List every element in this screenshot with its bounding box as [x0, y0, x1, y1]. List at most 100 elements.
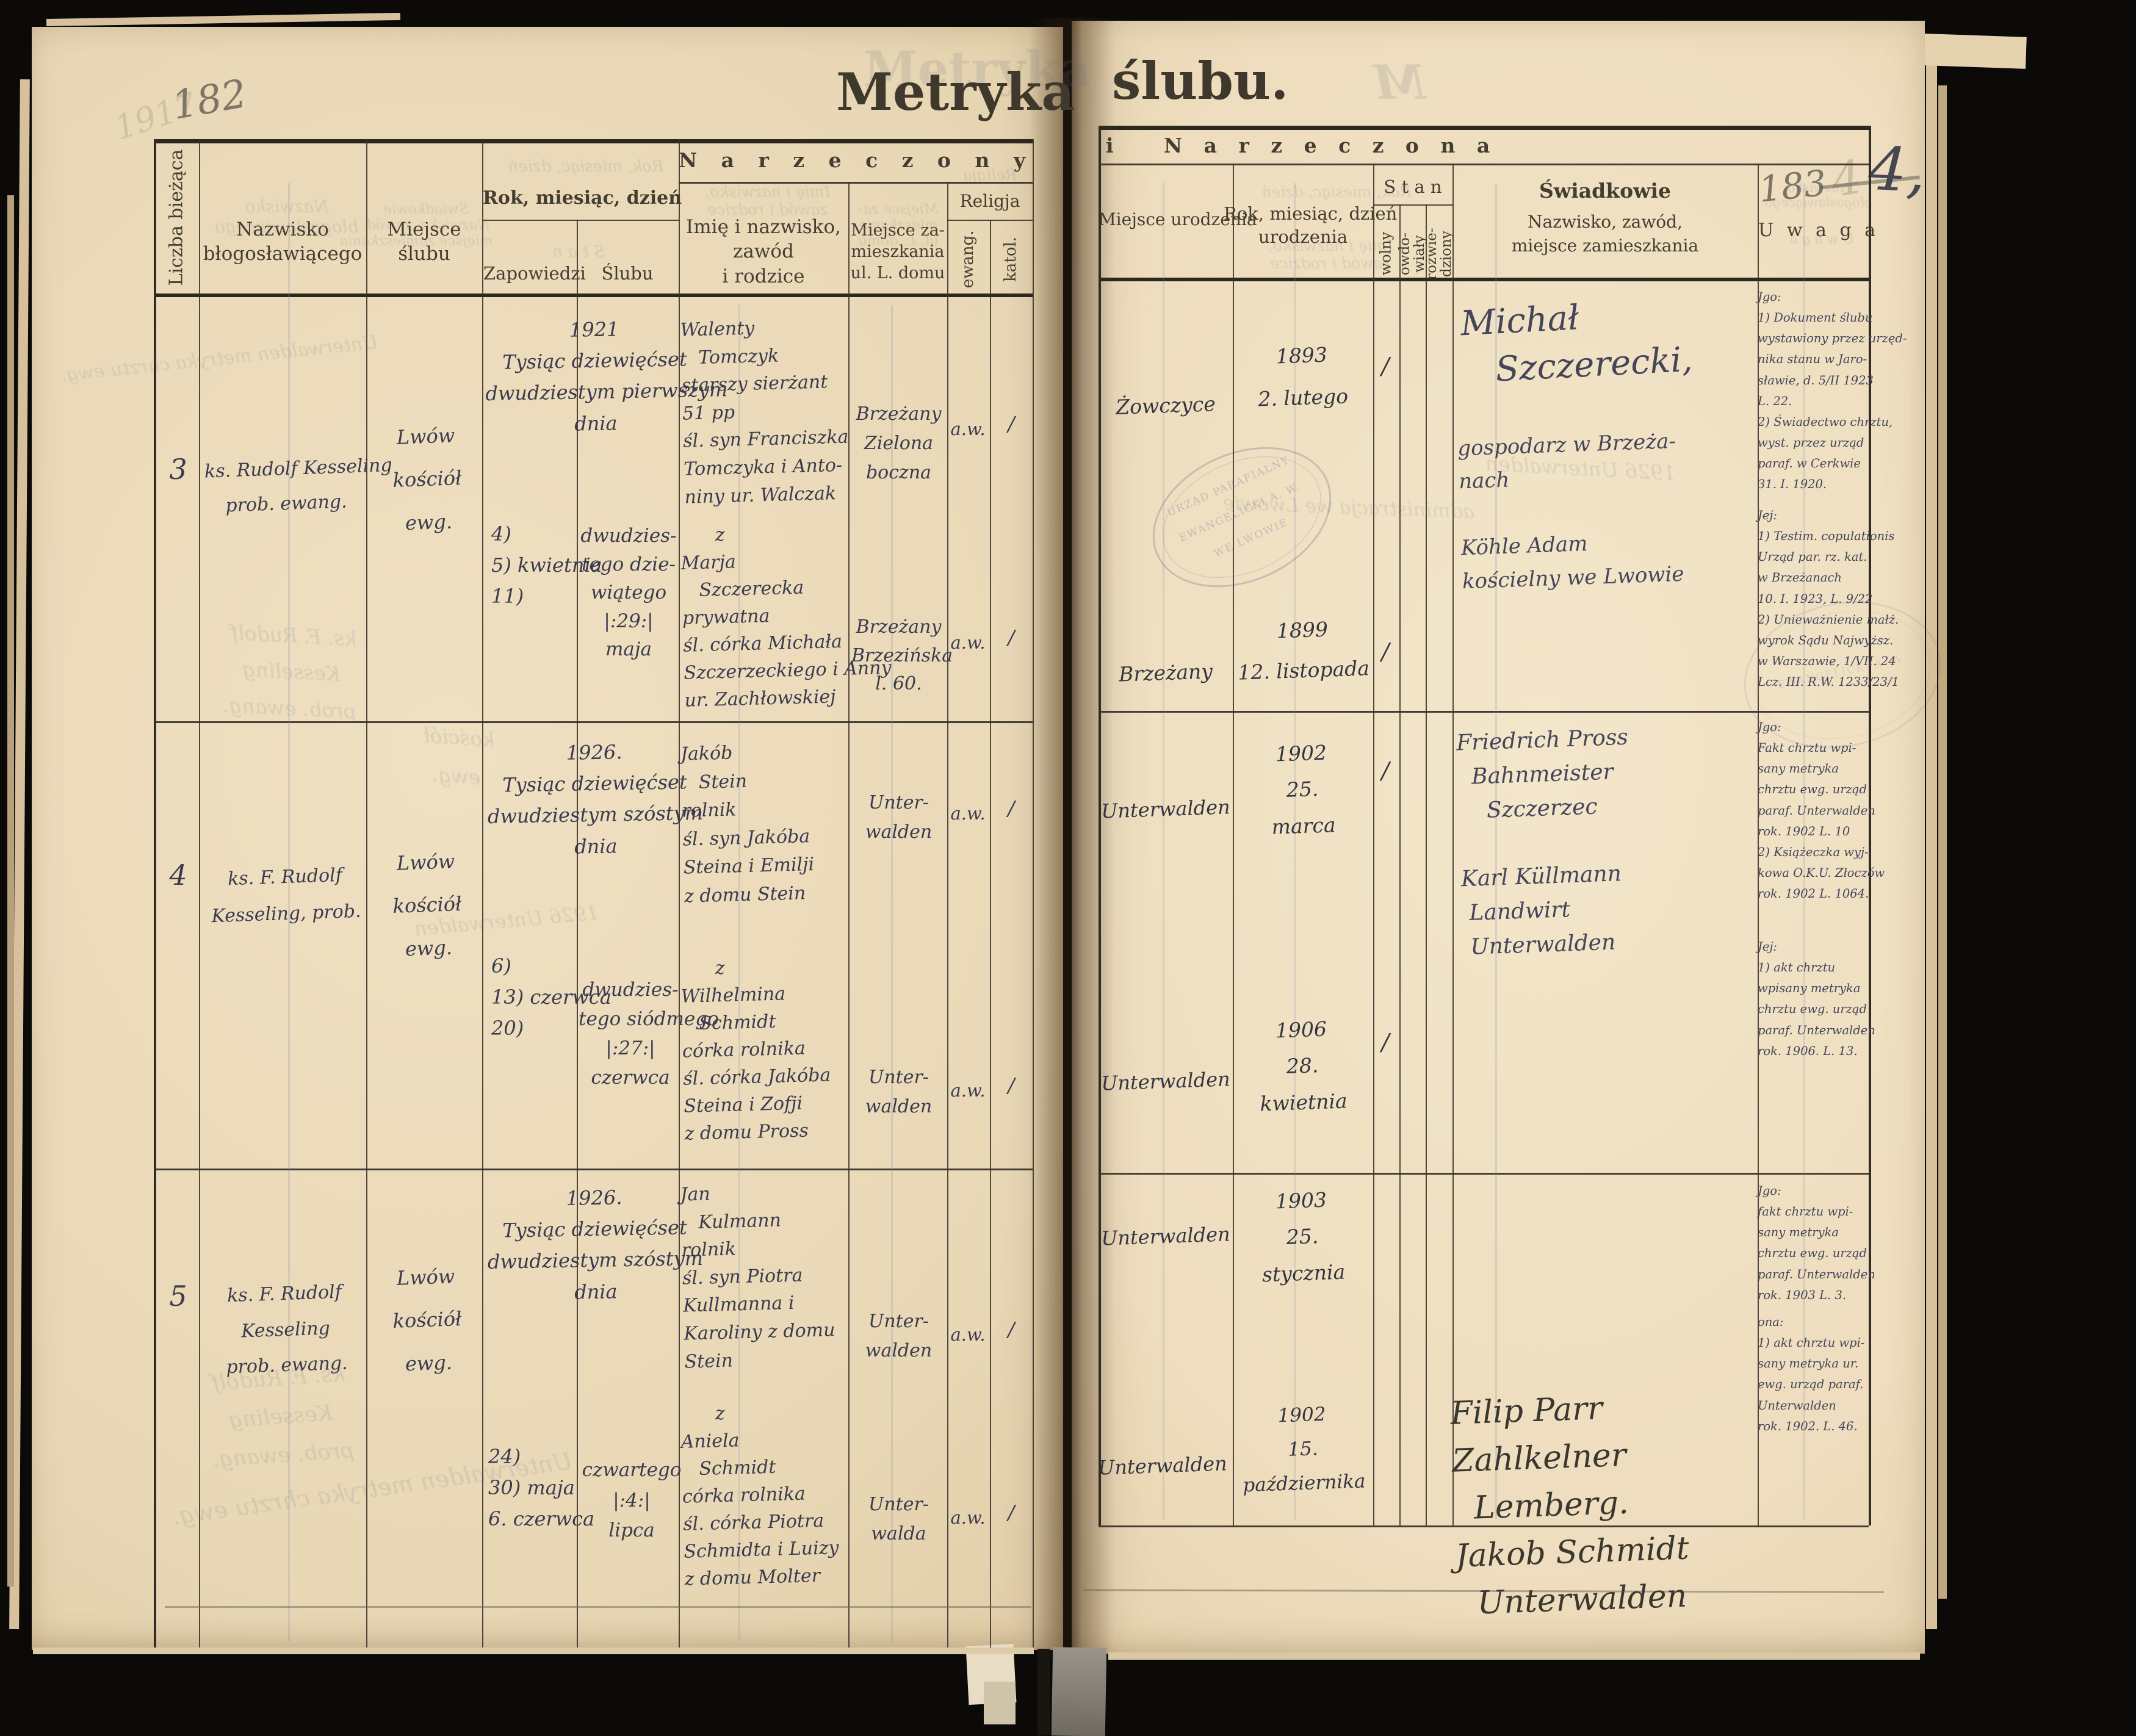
table-rule [1099, 711, 1869, 713]
header-katol: katol. [1001, 236, 1020, 282]
bleedthrough-text: Miejsce za- mieszkania ul. L. domu [858, 201, 939, 249]
bleedthrough-handwriting: ks. F. Rudolf Kesseling prob. ewang. [210, 1361, 355, 1472]
banner-i-narzeczona: i N a r z e c z o n a [1106, 134, 1498, 157]
banns-intro: 1921 Tysiąc dziewięćset dwudziestym pier… [485, 317, 728, 436]
table-rule [1099, 164, 1869, 165]
groom-religion-ewang: a.w. [950, 803, 986, 824]
bride-religion-ewang: a.w. [950, 1507, 986, 1528]
remarks-bride: Jej: 1) akt chrztu wpisany metryka chrzt… [1758, 940, 1875, 1058]
groom-birthplace: Unterwalden [1100, 1222, 1231, 1250]
table-rule [482, 220, 679, 221]
header-imie-nazwisko: Imię i nazwisko, zawód i rodzice [686, 216, 841, 287]
remarks-groom: Jgo: 1) Dokument ślubu wystawiony przez … [1758, 290, 1907, 492]
bleedthrough-text: U w a g a [1789, 232, 1854, 247]
wedding-place: Lwów kościół ewg. [392, 423, 463, 535]
groom-religion-ewang: a.w. [950, 419, 986, 439]
guide-line [1495, 183, 1497, 1519]
folio-number: 4, [1867, 134, 1928, 207]
bleedthrough-text: Rok, miesiąc, dzień [1261, 183, 1412, 201]
bride-residence: Brzeżany Brzezińska l. 60. [851, 616, 953, 694]
groom-birthplace: Unterwalden [1100, 795, 1231, 823]
table-rule [1099, 1525, 1869, 1527]
page-edge-right-2 [1938, 85, 1947, 1599]
guide-line [288, 183, 290, 1641]
groom-status-wolny: / [1381, 353, 1390, 380]
officiant: ks. Rudolf Kesseling prob. ewang. [204, 454, 393, 517]
table-rule [947, 182, 948, 1648]
guide-line [1163, 183, 1164, 1519]
header-miejsce-urodzenia: Miejsce urodzenia [1099, 209, 1257, 229]
table-rule [1373, 164, 1374, 1525]
table-rule [199, 139, 200, 1648]
witness-signature: Michał Szczerecki, [1459, 298, 1694, 392]
table-rule [577, 220, 578, 1648]
left-page [32, 27, 1063, 1650]
groom-details: Walenty Tomczyk starszy sierżant 51 pp ś… [680, 317, 849, 508]
title-ghost-right: M [1373, 55, 1426, 110]
header-swiadkowie-sub: Nazwisko, zawód, miejsce zamieszkania [1511, 212, 1699, 256]
groom-religion-katol: / [1008, 412, 1015, 436]
header-nazwisko: Nazwisko błogosławiącego [203, 218, 363, 265]
bride-birthplace: Unterwalden [1100, 1067, 1231, 1095]
banns-days: 6) 13) czerwca 20) [491, 954, 612, 1040]
bleedthrough-text: Świadkowie Nazwisko, zawód, miejsce zami… [339, 201, 493, 249]
bottom-page-sliver-right [1108, 1652, 1920, 1660]
bride-details: z Aniela Schmidt córka rolnika śl. córka… [680, 1402, 839, 1590]
bleedthrough-text: Nazwisko błogosławiącego [215, 196, 359, 237]
remarks-groom: Jgo: fakt chrztu wpi- sany metryka chrzt… [1758, 1184, 1875, 1302]
groom-birthdate: 1902 25. marca [1271, 740, 1337, 839]
header-zapowiedzi: Zapowiedzi [483, 263, 586, 284]
header-uwaga: U w a g a [1758, 220, 1880, 241]
guide-line [1803, 183, 1805, 1519]
banner-narzeczony: N a r z e c z o n y [679, 148, 1034, 172]
groom-residence: Unter- walden [865, 792, 933, 843]
table-rule [1869, 126, 1871, 1525]
bride-details: z Marja Szczerecka prywatna śl. córka Mi… [680, 524, 892, 711]
bottom-page-sliver-left [33, 1648, 1034, 1654]
bleedthrough-text: S t a n [552, 243, 605, 261]
table-rule [154, 139, 1033, 143]
bride-details: z Wilhelmina Schmidt córka rolnika śl. c… [680, 957, 831, 1145]
wedding-place: Lwów kościół ewg. [392, 1264, 463, 1376]
guide-line [1294, 183, 1296, 1519]
table-rule [1099, 126, 1101, 1525]
header-ewang: ewang. [959, 230, 978, 289]
wedding-date: dwudzies- tego dzie- wiątego |:29:| maja [580, 525, 677, 660]
pencil-rule-left [165, 1606, 1031, 1608]
header-rok-urodzenia: Rok, miesiąc, dzień urodzenia [1224, 203, 1398, 247]
groom-religion-ewang: a.w. [950, 1324, 986, 1345]
table-rule [679, 139, 680, 1648]
header-slubu: Ślubu [601, 263, 654, 284]
table-rule [1033, 139, 1034, 1648]
table-rule [990, 220, 991, 1648]
banns-days: 4) 5) kwietnia 11) [491, 522, 602, 608]
header-miejsce-slubu: Miejsce ślubu [387, 218, 461, 265]
page-edge-top [46, 12, 401, 27]
header-religja: Religja [959, 191, 1020, 211]
bride-birthplace: Unterwalden [1097, 1452, 1228, 1480]
bride-status-wolny: / [1381, 1029, 1390, 1056]
groom-residence: Brzeżany Zielona boczna [856, 403, 942, 483]
table-rule [1099, 278, 1869, 281]
table-rule [1452, 164, 1454, 1525]
bride-residence: Unter- walden [865, 1067, 933, 1117]
table-rule [154, 721, 1033, 723]
groom-residence: Unter- walden [865, 1311, 933, 1361]
bride-religion-katol: / [1008, 1073, 1015, 1097]
bride-religion-ewang: a.w. [950, 632, 986, 653]
groom-religion-katol: / [1008, 796, 1015, 820]
groom-birthdate: 1893 2. lutego [1257, 342, 1349, 411]
witness-details: Friedrich Pross Bahnmeister Szczerzec Ka… [1456, 724, 1629, 960]
table-rule [154, 1169, 1033, 1170]
groom-status-wolny: / [1381, 757, 1390, 784]
remarks-groom: Jgo: Fakt chrztu wpi- sany metryka chrzt… [1758, 720, 1885, 901]
table-rule [1233, 164, 1234, 1525]
binding-slot [1037, 1649, 1050, 1735]
groom-birthplace: Żowczyce [1115, 392, 1216, 419]
remarks-bride: ona: 1) akt chrztu wpi- sany metryka ur.… [1758, 1315, 1865, 1433]
record-number: 5 [169, 1280, 187, 1313]
header-rozwiedziony: rozwie- dziony [1423, 228, 1454, 280]
table-rule [1099, 1173, 1869, 1175]
bleedthrough-handwriting: ks. F. Rudolf Kesseling prob. ewang. [222, 620, 358, 724]
